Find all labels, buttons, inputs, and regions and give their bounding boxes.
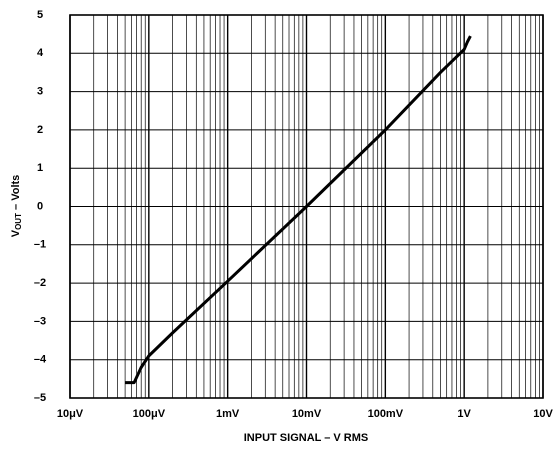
y-tick-label: 4 (37, 47, 44, 59)
x-tick-label: 10μV (57, 408, 84, 420)
y-label-rest: – Volts (10, 175, 22, 213)
y-tick-label: –3 (34, 315, 46, 327)
y-tick-label: 0 (37, 200, 43, 212)
y-axis-label: VOUT – Volts (10, 175, 23, 238)
y-tick-label: 2 (37, 124, 43, 136)
x-tick-label: 1mV (216, 408, 240, 420)
x-axis-label: INPUT SIGNAL – V RMS (244, 432, 368, 444)
y-tick-label: –5 (34, 392, 46, 404)
x-tick-label: 1V (457, 408, 471, 420)
y-tick-label: –1 (34, 239, 46, 251)
y-label-sub: OUT (14, 213, 23, 230)
x-tick-label: 10mV (292, 408, 322, 420)
x-tick-label: 100mV (368, 408, 404, 420)
y-tick-label: –2 (34, 277, 46, 289)
y-label-main: V (10, 229, 22, 237)
x-tick-label: 10V (533, 408, 553, 420)
plot-frame (69, 14, 544, 399)
x-tick-label: 100μV (133, 408, 166, 420)
y-tick-label: 3 (37, 86, 43, 98)
y-tick-label: 5 (37, 9, 43, 21)
y-tick-label: –4 (34, 354, 47, 366)
line (125, 35, 472, 385)
y-tick-label: 1 (37, 162, 43, 174)
